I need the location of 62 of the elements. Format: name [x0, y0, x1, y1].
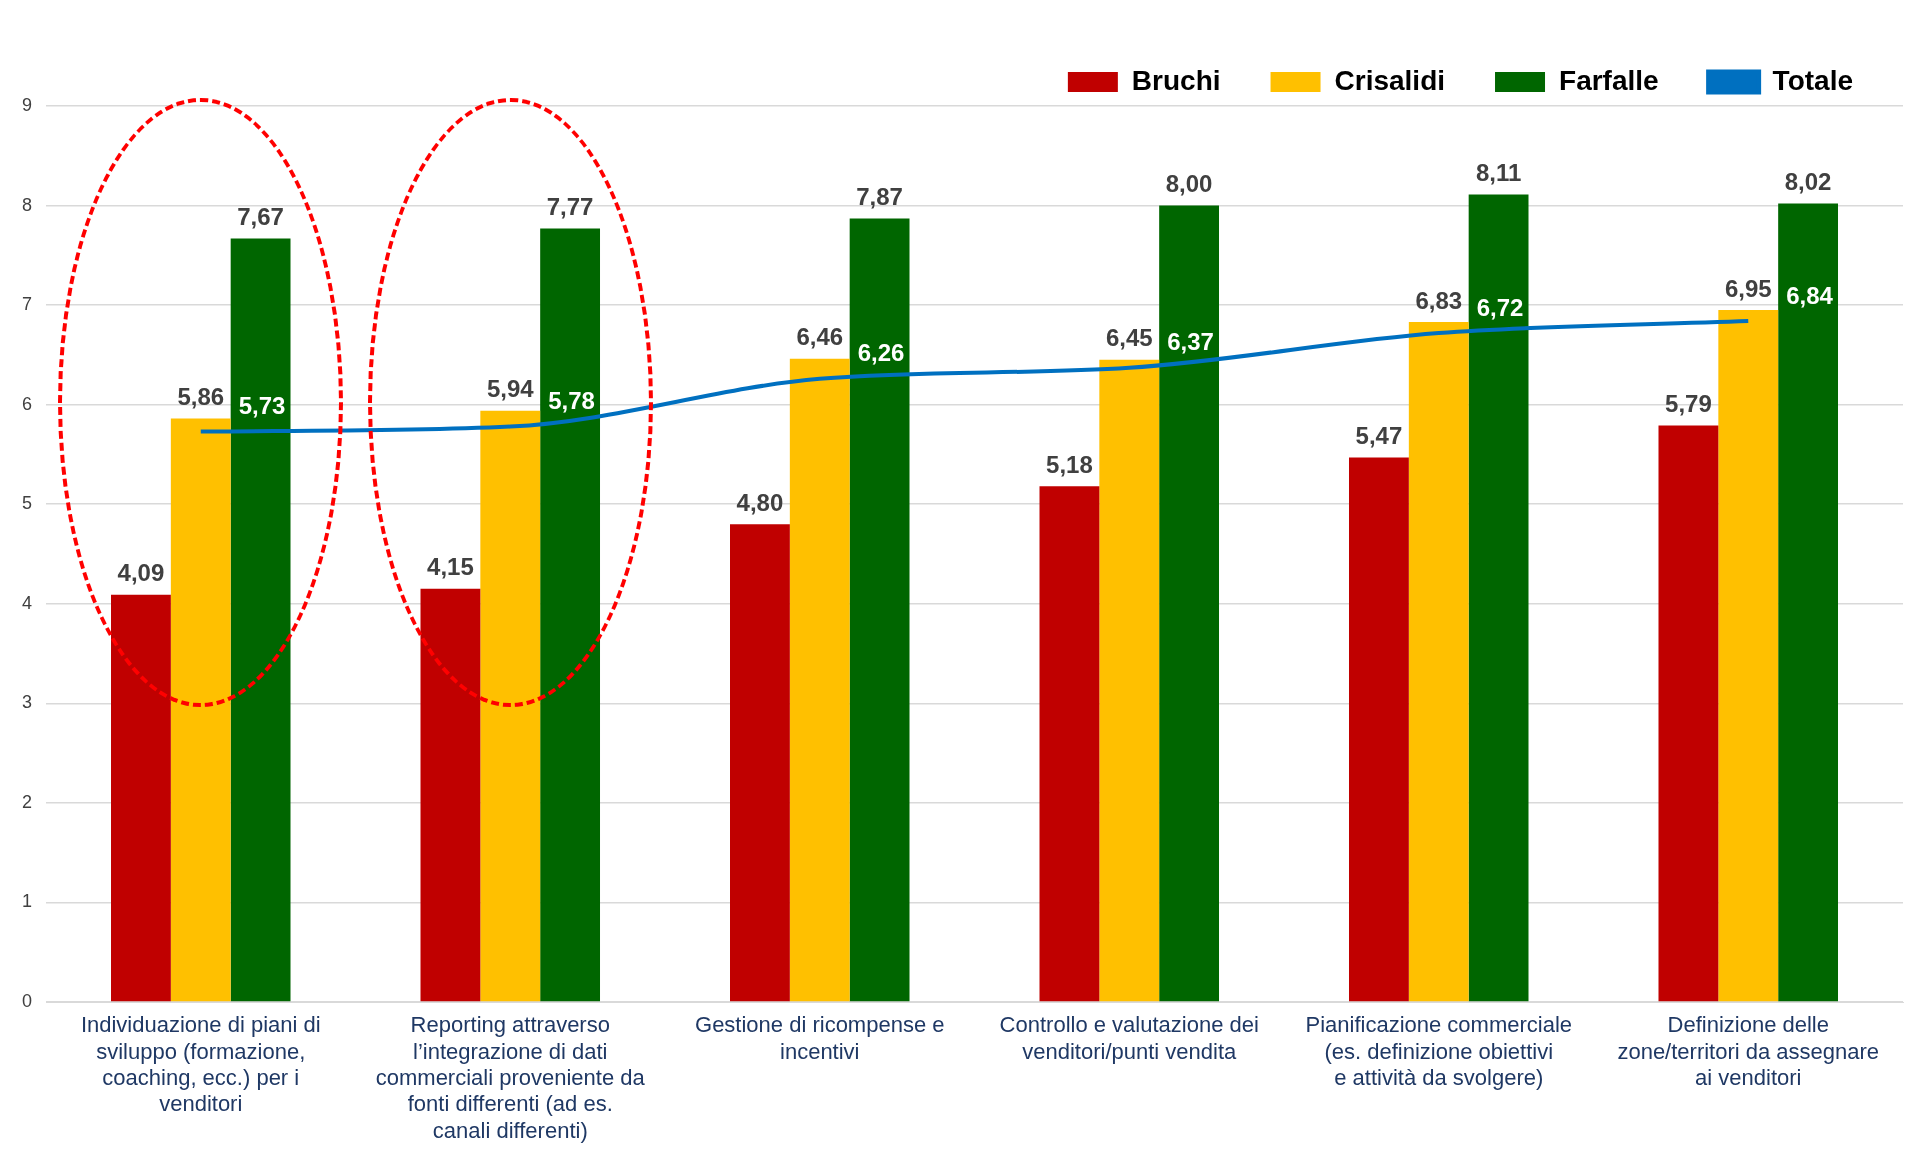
x-tick-label: Pianificazione commerciale (es. definizione obiettivi e attività da svolgere): [1305, 1012, 1573, 1091]
y-tick-label: 5: [22, 493, 33, 514]
y-tick-label: 7: [22, 294, 33, 315]
data-label: 6,72: [1476, 293, 1524, 321]
y-tick-label: 3: [22, 692, 33, 713]
bar: [170, 418, 231, 1002]
bar: [1039, 486, 1100, 1002]
data-label: 7,87: [856, 183, 903, 211]
bar: [1349, 457, 1409, 1002]
bar: [1718, 310, 1779, 1002]
data-label: 6,45: [1105, 324, 1153, 352]
legend-label: Totale: [1772, 64, 1854, 96]
x-tick-label: Individuazione di piani di sviluppo (formazione, coaching, ecc.) per i venditori: [80, 1012, 321, 1117]
bar: [540, 228, 601, 1002]
data-label: 5,18: [1046, 450, 1093, 478]
data-label: 5,79: [1665, 390, 1712, 418]
bar: [480, 410, 541, 1002]
data-label: 5,86: [177, 383, 225, 411]
data-label: 7,67: [237, 203, 284, 231]
bar: [1778, 203, 1839, 1002]
data-label: 6,84: [1786, 281, 1834, 309]
data-label: 5,73: [238, 392, 286, 420]
x-tick-label: Gestione di ricompense e incentivi: [695, 1012, 945, 1064]
data-label: 6,95: [1724, 274, 1772, 302]
data-label: 6,83: [1415, 286, 1463, 314]
data-label: 8,00: [1165, 170, 1213, 198]
data-label: 7,77: [546, 193, 594, 221]
x-tick-label: Definizione delle zone/territori da assegnare ai venditori: [1617, 1012, 1880, 1091]
data-label: 4,80: [736, 488, 784, 516]
data-label: 6,37: [1167, 328, 1214, 356]
data-label: 5,47: [1355, 422, 1403, 450]
y-tick-label: 2: [22, 791, 33, 812]
x-tick-label: Reporting attraverso l’integrazione di dati commerciali proveniente da fonti differenti (ad es. canali differenti): [375, 1012, 646, 1143]
bar: [111, 594, 171, 1002]
y-tick-label: 8: [22, 194, 33, 215]
data-label: 6,46: [796, 323, 844, 351]
y-tick-label: 9: [22, 94, 33, 115]
y-tick-label: 0: [22, 990, 33, 1011]
bar: [1159, 205, 1220, 1002]
data-label: 8,11: [1475, 159, 1522, 187]
y-tick-label: 1: [22, 891, 33, 912]
bar: [1658, 425, 1719, 1002]
legend-label: Crisalidi: [1334, 64, 1446, 96]
data-label: 5,94: [486, 375, 535, 403]
data-label: 4,09: [117, 559, 165, 587]
bar: [849, 218, 910, 1002]
data-label: 6,26: [857, 339, 905, 367]
bar: [1468, 194, 1529, 1002]
x-tick-label: Controllo e valutazione dei venditori/punti vendita: [999, 1012, 1259, 1064]
legend-label: Farfalle: [1559, 64, 1659, 96]
data-label: 4,15: [427, 553, 474, 581]
bar: [730, 524, 790, 1002]
bar: [789, 358, 850, 1002]
bar: [230, 238, 291, 1002]
bar: [420, 588, 481, 1002]
y-tick-label: 6: [22, 393, 33, 414]
bar: [1099, 359, 1160, 1002]
y-tick-label: 4: [22, 592, 33, 613]
data-label: 8,02: [1784, 168, 1832, 196]
bar: [1408, 322, 1469, 1002]
legend-label: Bruchi: [1131, 64, 1221, 96]
data-label: 5,78: [548, 387, 595, 415]
